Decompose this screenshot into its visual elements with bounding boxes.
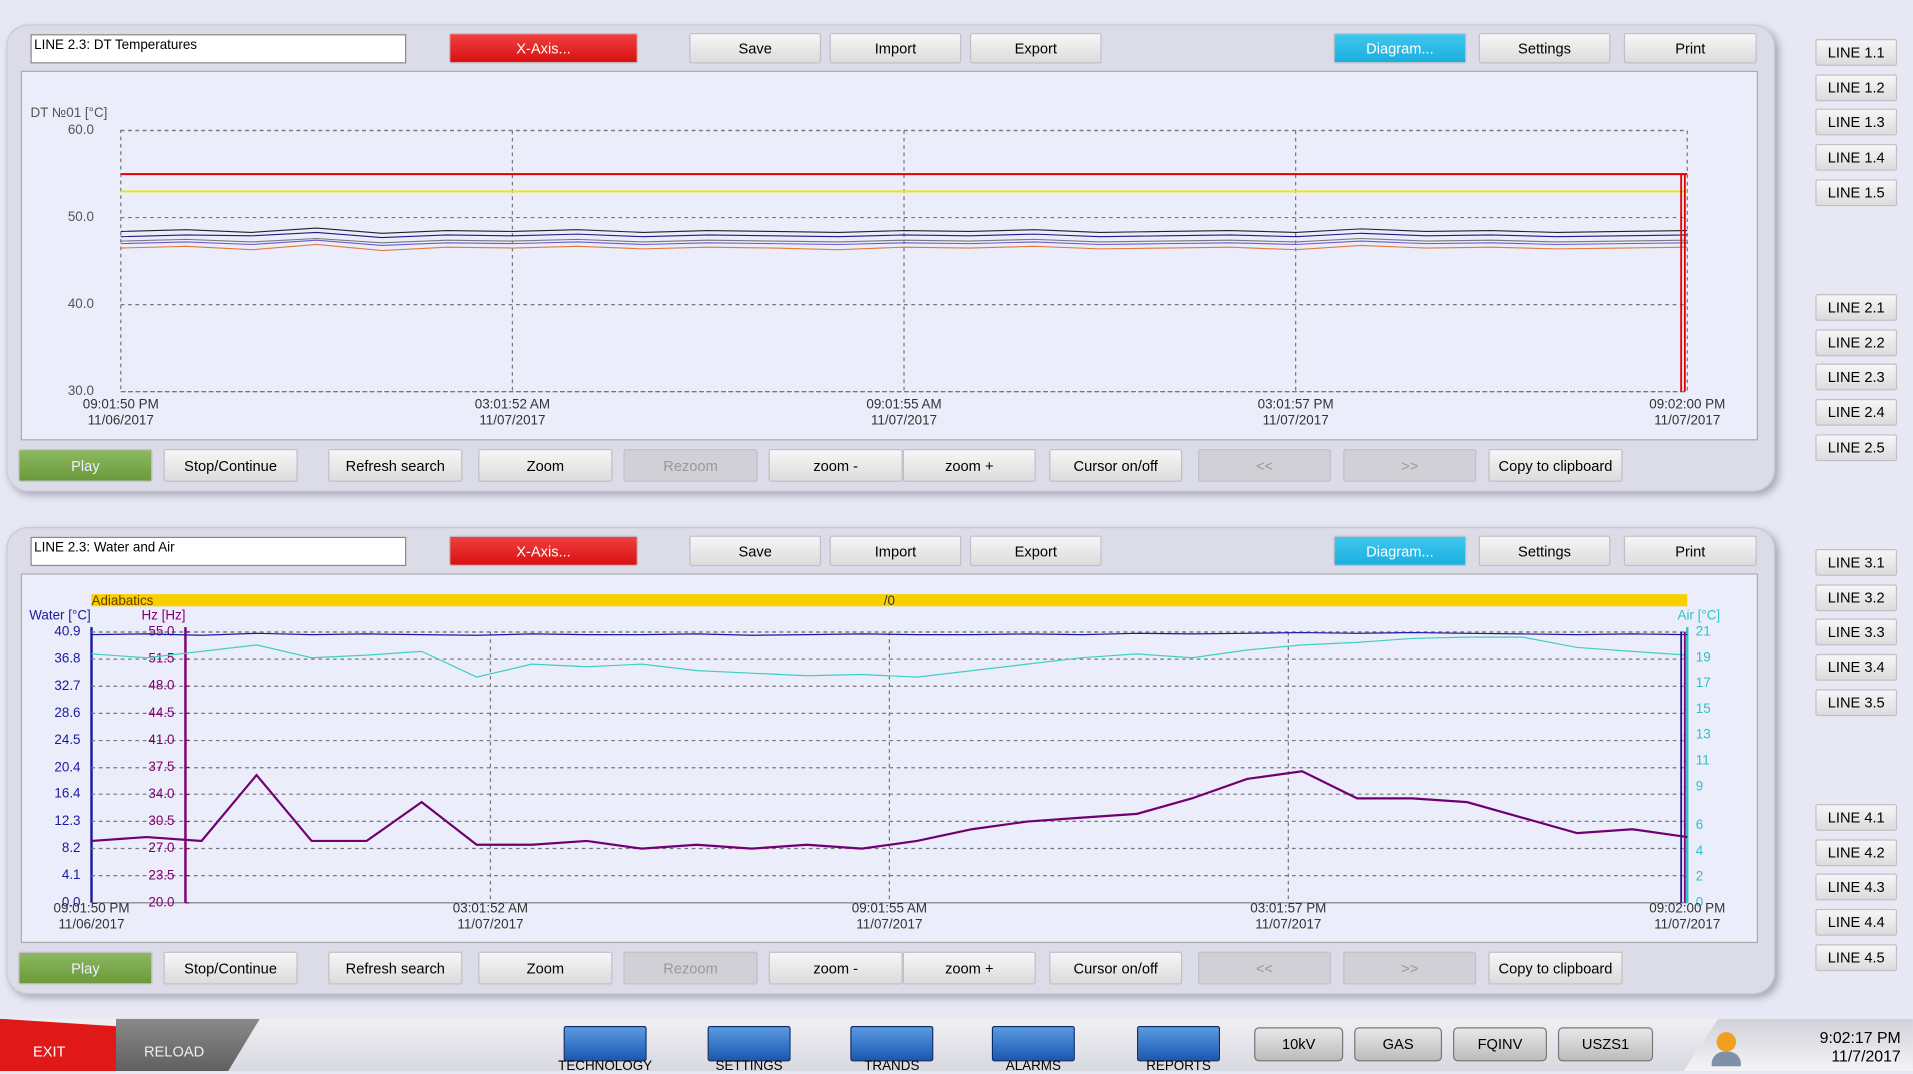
- side-button[interactable]: LINE 2.3: [1815, 363, 1898, 391]
- toolbar-button[interactable]: Zoom: [478, 951, 613, 985]
- toolbar-button[interactable]: <<: [1198, 951, 1332, 985]
- toolbar-button[interactable]: Copy to clipboard: [1488, 448, 1623, 482]
- side-button[interactable]: LINE 3.3: [1815, 618, 1898, 646]
- toolbar-button[interactable]: zoom -: [768, 448, 903, 482]
- reload-label[interactable]: RELOAD: [143, 1043, 205, 1061]
- toolbar-button[interactable]: Cursor on/off: [1049, 951, 1183, 985]
- toolbar-button[interactable]: Rezoom: [623, 448, 758, 482]
- side-button[interactable]: LINE 1.3: [1815, 108, 1898, 136]
- nav-icon[interactable]: [563, 1026, 647, 1062]
- header-button[interactable]: Import: [829, 32, 962, 64]
- nav-icon[interactable]: [991, 1026, 1075, 1062]
- clock-date: 11/7/2017: [1831, 1046, 1901, 1066]
- toolbar-button[interactable]: Zoom: [478, 448, 613, 482]
- toolbar-button[interactable]: Play: [18, 951, 153, 985]
- side-button[interactable]: LINE 1.5: [1815, 179, 1898, 207]
- toolbar-button[interactable]: Copy to clipboard: [1488, 951, 1623, 985]
- chart-area: [20, 573, 1759, 944]
- side-button[interactable]: LINE 3.4: [1815, 653, 1898, 681]
- toolbar-button[interactable]: Stop/Continue: [163, 448, 298, 482]
- side-button[interactable]: LINE 4.3: [1815, 873, 1898, 901]
- side-button[interactable]: LINE 4.2: [1815, 839, 1898, 867]
- tag-button[interactable]: 10kV: [1254, 1027, 1344, 1062]
- clock-time: 9:02:17 PM: [1819, 1028, 1901, 1047]
- nav-label[interactable]: REPORTS: [1146, 1058, 1211, 1074]
- side-button[interactable]: LINE 3.1: [1815, 549, 1898, 576]
- exit-button[interactable]: [0, 1018, 122, 1072]
- header-button[interactable]: Save: [689, 32, 822, 64]
- toolbar-button[interactable]: >>: [1343, 951, 1477, 985]
- side-button[interactable]: LINE 2.5: [1815, 434, 1898, 462]
- toolbar-button[interactable]: Refresh search: [328, 448, 463, 482]
- side-button[interactable]: LINE 4.4: [1815, 908, 1898, 936]
- header-button[interactable]: Save: [689, 535, 822, 567]
- nav-label[interactable]: ALARMS: [1005, 1058, 1061, 1074]
- toolbar-button[interactable]: <<: [1198, 448, 1332, 482]
- user-icon: [1716, 1032, 1737, 1052]
- side-button[interactable]: LINE 2.2: [1815, 329, 1898, 357]
- side-button[interactable]: LINE 3.2: [1815, 584, 1898, 612]
- header-button[interactable]: Print: [1623, 32, 1757, 64]
- side-button[interactable]: LINE 1.1: [1815, 39, 1898, 66]
- header-button[interactable]: X-Axis...: [448, 32, 639, 64]
- header-button[interactable]: Diagram...: [1333, 535, 1467, 567]
- panel-title: LINE 2.3: Water and Air: [30, 536, 407, 567]
- side-button[interactable]: LINE 2.4: [1815, 398, 1898, 426]
- toolbar-button[interactable]: zoom -: [768, 951, 903, 985]
- toolbar-button[interactable]: Refresh search: [328, 951, 463, 985]
- header-button[interactable]: X-Axis...: [448, 535, 639, 567]
- header-button[interactable]: Export: [969, 32, 1102, 64]
- header-button[interactable]: Export: [969, 535, 1102, 567]
- tag-button[interactable]: FQINV: [1453, 1027, 1547, 1062]
- nav-label[interactable]: TRANDS: [864, 1058, 920, 1074]
- toolbar-button[interactable]: Cursor on/off: [1049, 448, 1183, 482]
- nav-icon[interactable]: [707, 1026, 791, 1062]
- panel-title: LINE 2.3: DT Temperatures: [30, 34, 407, 64]
- user-body: [1711, 1051, 1741, 1067]
- side-button[interactable]: LINE 2.1: [1815, 294, 1898, 321]
- header-button[interactable]: Import: [829, 535, 962, 567]
- side-button[interactable]: LINE 4.5: [1815, 944, 1898, 972]
- toolbar-button[interactable]: >>: [1343, 448, 1477, 482]
- toolbar-button[interactable]: zoom +: [902, 951, 1036, 985]
- header-button[interactable]: Print: [1623, 535, 1757, 567]
- chart-area: [20, 70, 1759, 441]
- nav-icon[interactable]: [1137, 1026, 1220, 1062]
- header-button[interactable]: Settings: [1478, 32, 1611, 64]
- exit-label[interactable]: EXIT: [32, 1043, 66, 1061]
- nav-icon[interactable]: [850, 1026, 934, 1062]
- tag-button[interactable]: GAS: [1354, 1027, 1443, 1062]
- side-button[interactable]: LINE 3.5: [1815, 689, 1898, 717]
- side-button[interactable]: LINE 1.2: [1815, 74, 1898, 102]
- nav-label[interactable]: TECHNOLOGY: [558, 1058, 653, 1074]
- toolbar-button[interactable]: Stop/Continue: [163, 951, 298, 985]
- toolbar-button[interactable]: zoom +: [902, 448, 1036, 482]
- nav-label[interactable]: SETTINGS: [715, 1058, 783, 1074]
- header-button[interactable]: Diagram...: [1333, 32, 1467, 64]
- toolbar-button[interactable]: Rezoom: [623, 951, 758, 985]
- header-button[interactable]: Settings: [1478, 535, 1611, 567]
- side-button[interactable]: LINE 1.4: [1815, 143, 1898, 171]
- tag-button[interactable]: USZS1: [1557, 1027, 1654, 1062]
- toolbar-button[interactable]: Play: [18, 448, 153, 482]
- side-button[interactable]: LINE 4.1: [1815, 803, 1898, 831]
